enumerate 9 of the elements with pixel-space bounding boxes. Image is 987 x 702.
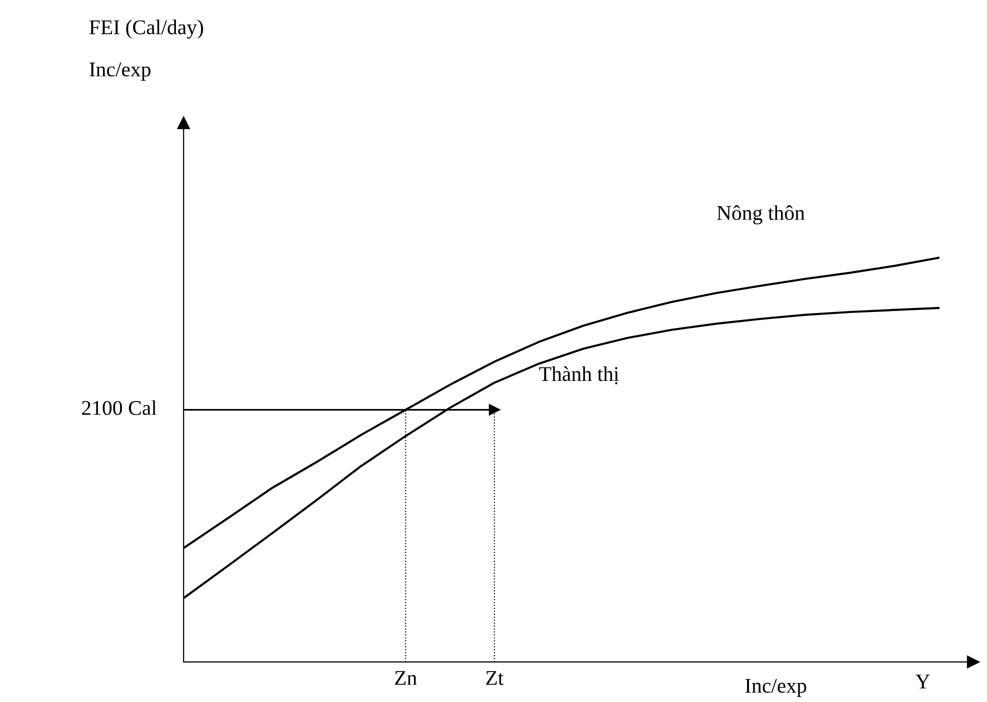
text: Inc/exp	[90, 62, 150, 81]
x-tick-label: Zt	[486, 671, 504, 685]
text: Nông thôn	[717, 205, 805, 224]
text: FEI (Cal/day)	[89, 20, 204, 39]
x-tick-label: Zn	[395, 671, 417, 685]
text: Y	[916, 674, 930, 688]
x-axis-title: Inc/exp	[745, 678, 806, 698]
series-label: Thành thị	[539, 366, 619, 384]
ref-line-label: 2100 Cal	[82, 400, 157, 416]
